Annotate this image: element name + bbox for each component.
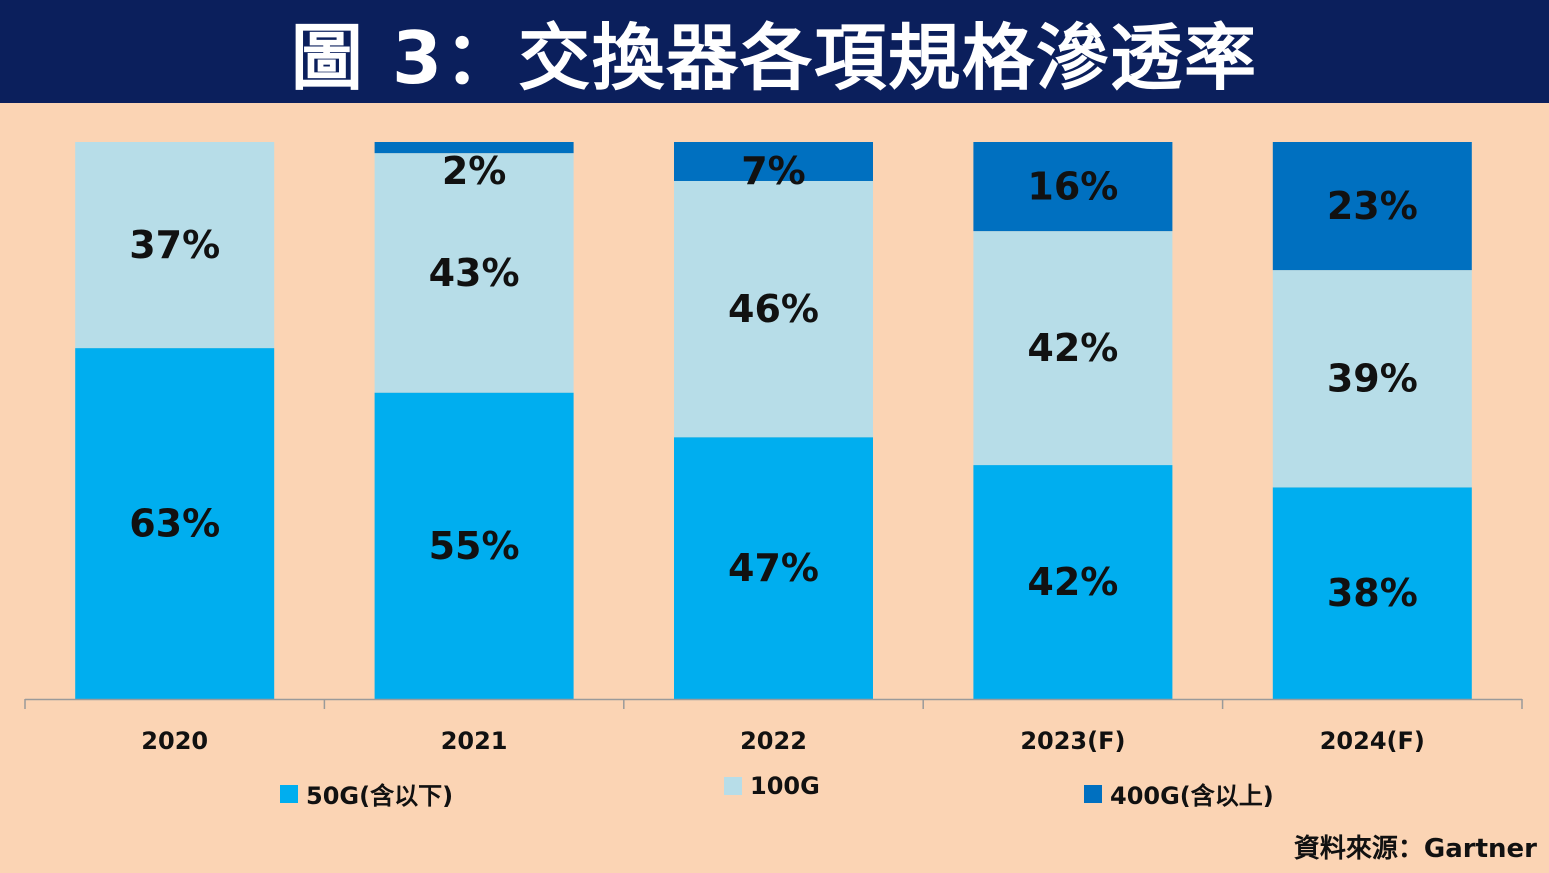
legend-label-50g: 50G(含以下) [306,782,454,810]
legend-swatch-50g [280,784,298,803]
legend-item-400g: 400G(含以上) [1084,776,1274,811]
legend-label-100g: 100G [750,772,820,800]
chart-title: 圖 3：交換器各項規格滲透率 [290,16,1259,100]
data-label: 55% [429,524,520,568]
bar-segment [1272,142,1472,271]
data-label: 37% [129,223,220,267]
legend-item-100g: 100G [724,772,820,800]
x-tick-label: 2024(F) [1320,727,1425,755]
bar-segment [973,231,1173,466]
bar-segment [674,142,873,181]
data-label: 16% [1027,165,1118,209]
data-label: 43% [429,251,520,295]
chart-title-bar: 圖 3：交換器各項規格滲透率 [0,0,1549,103]
legend: 50G(含以下) 100G 400G(含以上) [0,772,1549,816]
data-label: 42% [1027,560,1118,604]
x-tick-label: 2023(F) [1020,727,1125,755]
bar-segment [973,465,1173,699]
data-label: 2% [442,149,507,193]
data-label: 46% [728,287,819,331]
bars-group [75,142,1472,699]
data-label: 47% [728,546,819,590]
data-label: 23% [1327,184,1418,228]
legend-item-50g: 50G(含以下) [280,776,453,811]
source-note: 資料來源：Gartner [1293,834,1537,864]
data-label: 7% [741,149,806,193]
bar-segment [374,153,574,393]
bar-segment [374,142,574,154]
x-tick-label: 2020 [141,727,208,755]
bar-segment [1272,270,1472,488]
x-tick-label: 2022 [740,727,807,755]
legend-label-400g: 400G(含以上) [1110,782,1274,810]
bar-segment [973,142,1173,232]
data-label: 39% [1327,357,1418,401]
legend-swatch-400g [1084,784,1102,803]
segment-labels: 63% 37% 55% 43% 2% 47% 46% 7% 42% 42% 16% 38% 39% 23% [129,149,1418,615]
bar-segment [374,392,574,699]
data-label: 42% [1027,326,1118,370]
x-axis: 2020 2021 2022 2023(F) 2024(F) [24,698,1523,755]
data-label: 63% [129,502,220,546]
stacked-bar-chart: 2020 2021 2022 2023(F) 2024(F) 63% 37% 55% 43% 2… [24,142,1523,755]
bar-segment [1272,487,1472,699]
x-tick-label: 2021 [441,727,508,755]
bar-segment [674,437,873,699]
bar-segment [75,348,275,699]
bar-segment [674,180,873,438]
legend-swatch-100g [724,777,742,795]
bar-segment [75,142,275,349]
data-label: 38% [1327,571,1418,615]
